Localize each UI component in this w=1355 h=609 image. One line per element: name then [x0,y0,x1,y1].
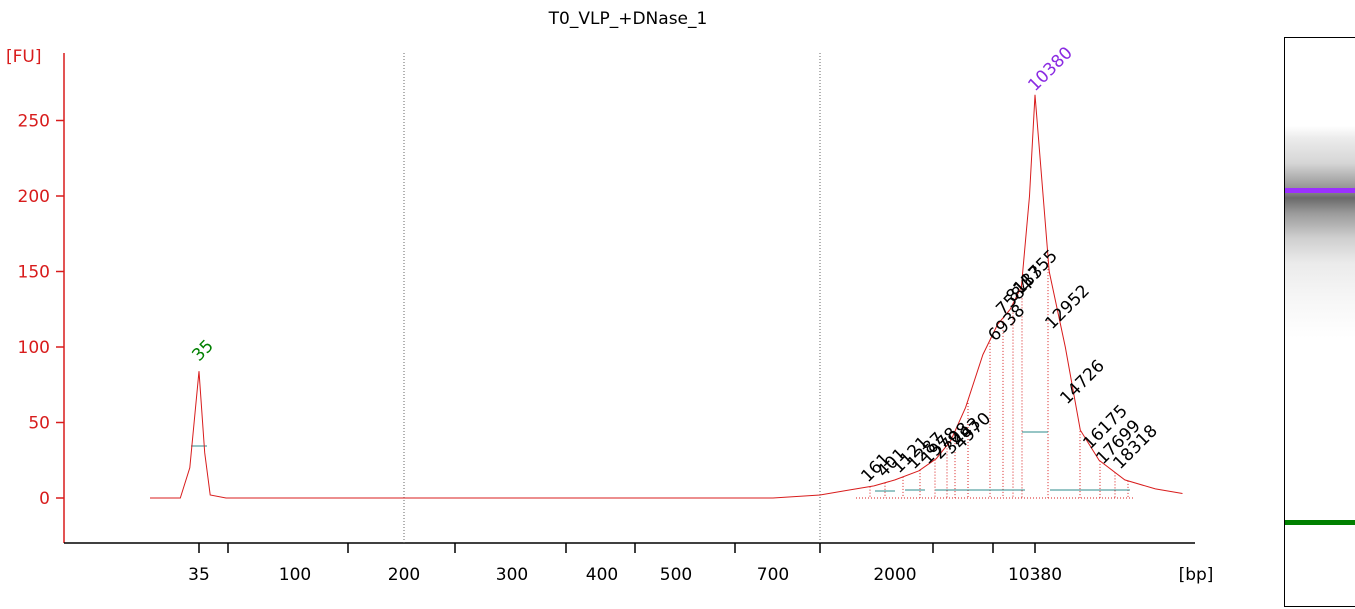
trace-line [150,94,1183,499]
y-ticks: 0 50 100 150 200 250 [18,112,64,509]
x-tick-label: 2000 [873,565,916,585]
y-tick-label: 100 [18,338,50,358]
region-label: 12952 [1041,281,1093,333]
x-ticks: 35 100 200 300 400 500 700 2000 10380 [188,543,1062,585]
x-tick-label: 100 [279,565,311,585]
region-label: 11755 [1009,246,1061,298]
peak-labels: 3510380161401112112871978270834434970693… [188,43,1161,486]
y-tick-label: 150 [18,263,50,283]
y-tick-label: 0 [39,489,50,509]
upper-marker-band [1285,188,1355,193]
gel-image [1284,37,1355,607]
y-tick-label: 250 [18,112,50,132]
electropherogram: T0_VLP_+DNase_1 [FU] [bp] 0 50 100 150 200 25… [6,9,1214,585]
y-tick-label: 200 [18,187,50,207]
x-tick-label: 200 [388,565,420,585]
x-tick-label: 35 [188,565,210,585]
x-tick-label: 400 [586,565,618,585]
x-axis-label: [bp] [1179,565,1214,585]
chart-title: T0_VLP_+DNase_1 [548,9,708,29]
x-tick-label: 300 [496,565,528,585]
lower-marker-band [1285,520,1355,525]
x-tick-label: 500 [660,565,692,585]
region-markers [191,257,1135,499]
x-tick-label: 700 [757,565,789,585]
y-axis-label: [FU] [6,47,42,67]
region-label: 14726 [1056,356,1108,408]
peak-label-main: 10380 [1024,43,1076,95]
x-tick-label: 10380 [1008,565,1062,585]
marker-lines [403,53,821,543]
y-tick-label: 50 [28,414,50,434]
peak-label-35: 35 [188,336,217,365]
